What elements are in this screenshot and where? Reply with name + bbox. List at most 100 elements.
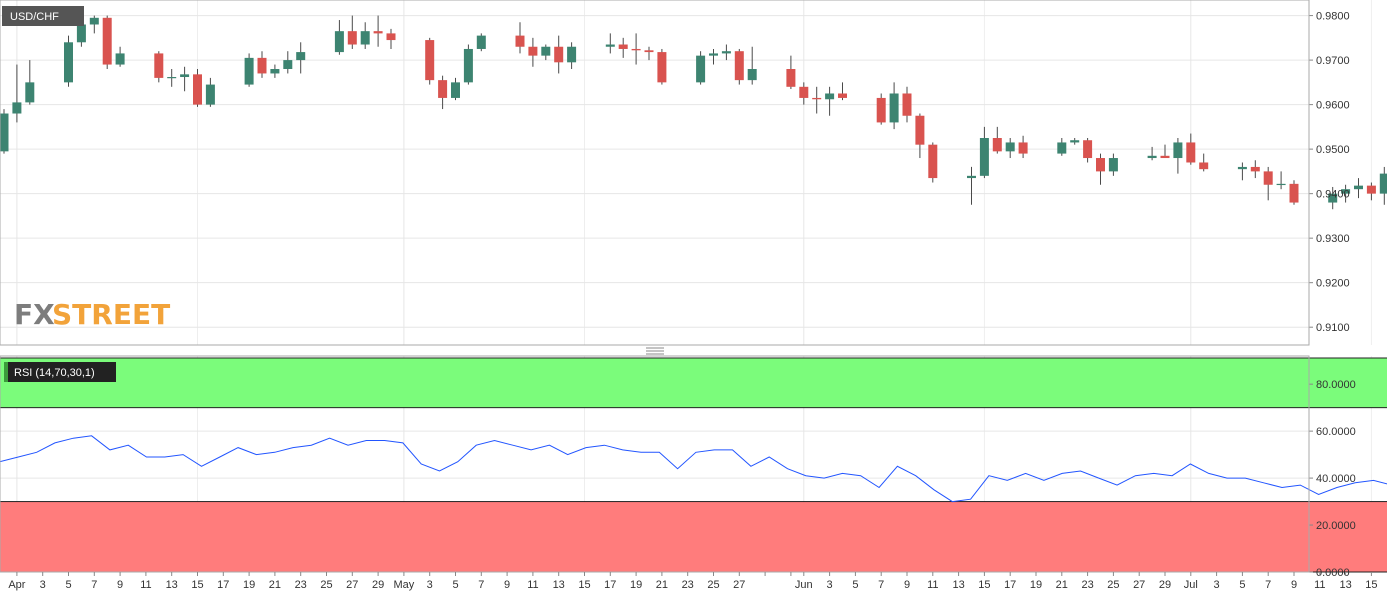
candle-body: [721, 51, 731, 54]
candle: [180, 66, 190, 92]
candle-body: [257, 57, 267, 74]
candle-body: [347, 31, 357, 45]
x-tick-label: 17: [1004, 579, 1016, 591]
candle-body: [386, 33, 396, 41]
fxstreet-logo: FX STREET: [14, 298, 170, 331]
x-tick-label: 19: [243, 579, 255, 591]
rsi-badge-accent: [4, 362, 8, 382]
candle-body: [1328, 193, 1338, 203]
candle-body: [451, 82, 460, 98]
candle-body: [902, 93, 912, 116]
candle: [1083, 138, 1093, 163]
candle-body: [734, 51, 744, 81]
candle: [567, 42, 577, 69]
candle: [1057, 138, 1067, 156]
candle-body: [992, 138, 1002, 152]
pair-badge: USD/CHF: [2, 6, 84, 26]
candle-body: [12, 102, 22, 114]
candle: [1096, 153, 1105, 185]
candle-body: [115, 53, 125, 65]
x-tick-label: 15: [978, 579, 990, 591]
x-tick-label: 9: [904, 579, 910, 591]
candle-body: [1289, 183, 1299, 203]
candle: [1186, 133, 1196, 165]
x-tick-label: 23: [682, 579, 694, 591]
candle: [115, 46, 125, 67]
candle-body: [825, 93, 835, 100]
candle: [734, 48, 744, 85]
candle-body: [154, 53, 164, 78]
candle-body: [1005, 142, 1015, 152]
x-tick-label: 23: [1081, 579, 1093, 591]
candle-body: [967, 175, 976, 179]
candle: [786, 55, 796, 90]
x-tick-label: 25: [320, 579, 332, 591]
rsi-line: [0, 435, 1387, 503]
x-tick-label: 5: [852, 579, 858, 591]
candle: [386, 28, 396, 49]
x-tick-label: 21: [269, 579, 281, 591]
candle-body: [373, 31, 383, 34]
candle: [1005, 138, 1015, 159]
panel-splitter-handle[interactable]: [646, 347, 664, 355]
x-tick-label: 23: [295, 579, 307, 591]
candle: [618, 37, 628, 58]
candle: [799, 82, 809, 105]
candle-body: [1354, 185, 1363, 190]
x-tick-label: 11: [927, 579, 938, 591]
price-y-tick-label: 0.9100: [1316, 322, 1350, 334]
candle-body: [1366, 185, 1376, 194]
candle-body: [515, 35, 525, 47]
rsi-y-tick-label: 20.0000: [1316, 520, 1356, 532]
candle-body: [812, 97, 822, 100]
candle-body: [1250, 166, 1260, 172]
candle: [257, 51, 267, 78]
candle: [541, 44, 551, 61]
candle-body: [1070, 140, 1080, 143]
candle: [902, 86, 912, 123]
candle-body: [1057, 142, 1067, 154]
candle: [1354, 178, 1363, 199]
x-tick-label: 9: [1291, 579, 1297, 591]
candle: [1276, 171, 1286, 190]
price-panel-frame: [0, 0, 1310, 346]
candle-body: [64, 42, 73, 83]
price-plot-area: [0, 0, 1309, 345]
candle-body: [644, 50, 654, 53]
candle-body: [193, 74, 202, 105]
candle-body: [425, 40, 435, 81]
candle-body: [876, 97, 886, 123]
candle: [1341, 184, 1351, 203]
candle: [967, 166, 976, 205]
candle: [1199, 153, 1209, 172]
candle: [825, 86, 835, 116]
candle-body: [102, 17, 112, 65]
candle: [0, 109, 9, 154]
candle-body: [1263, 171, 1273, 185]
candle-body: [476, 35, 486, 49]
candle: [12, 64, 22, 123]
candle-body: [618, 44, 628, 49]
rsi-y-tick-label: 80.0000: [1316, 379, 1356, 391]
candle: [928, 142, 938, 183]
candle: [154, 51, 164, 83]
candle: [244, 53, 254, 87]
price-y-tick-label: 0.9500: [1316, 144, 1350, 156]
x-tick-label: 19: [1030, 579, 1042, 591]
candle: [64, 35, 73, 87]
candle: [721, 44, 731, 61]
candle-body: [283, 60, 293, 69]
x-tick-label: 9: [504, 579, 510, 591]
candle-body: [915, 115, 925, 145]
price-y-tick-label: 0.9300: [1316, 233, 1350, 245]
rsi-panel[interactable]: 80.0000 60.0000 40.0000 20.0000 0.0000 RSI (…: [0, 355, 1387, 579]
x-tick-label: Jun: [795, 579, 813, 591]
candle-body: [76, 24, 86, 43]
candle-body: [1341, 189, 1351, 194]
price-grid: [0, 0, 1372, 345]
candle: [438, 75, 448, 110]
x-tick-label: 27: [1133, 579, 1145, 591]
price-panel[interactable]: FX STREET 0.9800 0.9700 0.9600 0.9500 0.9400…: [0, 0, 1387, 346]
x-tick-label: 13: [166, 579, 178, 591]
